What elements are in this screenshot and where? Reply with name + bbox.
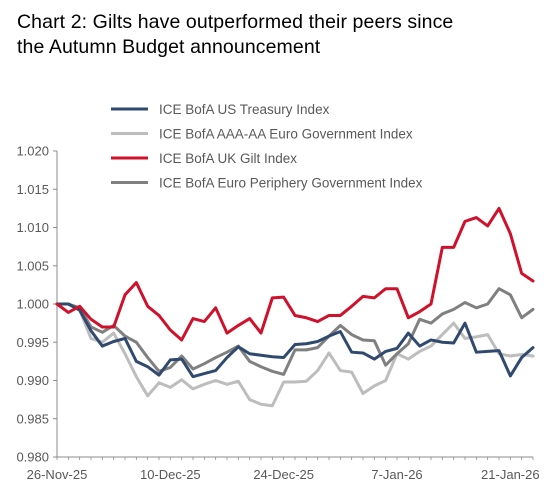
legend-label: ICE BofA Euro Periphery Government Index <box>159 176 423 191</box>
y-tick-label: 1.005 <box>16 258 49 273</box>
chart-series <box>55 206 535 408</box>
y-tick-label: 0.995 <box>16 335 49 350</box>
x-tick-label: 26-Nov-25 <box>27 467 88 482</box>
legend-label: ICE BofA UK Gilt Index <box>159 151 297 166</box>
chart-axes: 0.980 0.985 0.990 0.995 1.000 1.005 1.010 1.015… <box>16 144 539 483</box>
series-line <box>55 302 535 379</box>
chart-title-line-1: Chart 2: Gilts have outperformed their p… <box>17 11 454 33</box>
x-tick-label: 21-Jan-26 <box>481 467 540 482</box>
chart-legend: ICE BofA US Treasury Index ICE BofA AAA-A… <box>111 102 423 191</box>
x-tick-label: 24-Dec-25 <box>253 467 314 482</box>
series-line <box>55 206 535 342</box>
y-tick-label: 0.990 <box>16 373 49 388</box>
series-line <box>55 302 535 408</box>
series-line <box>55 287 535 376</box>
y-tick-label: 1.010 <box>16 220 49 235</box>
legend-label: ICE BofA AAA-AA Euro Government Index <box>159 127 413 142</box>
y-tick-label: 1.015 <box>16 182 49 197</box>
chart-title: Chart 2: Gilts have outperformed their p… <box>17 10 553 60</box>
legend-label: ICE BofA US Treasury Index <box>159 102 330 117</box>
y-tick-label: 0.985 <box>16 411 49 426</box>
y-tick-label: 0.980 <box>16 450 49 465</box>
y-tick-label: 1.020 <box>16 144 49 159</box>
chart-title-line-2: the Autumn Budget announcement <box>17 36 321 58</box>
x-tick-label: 10-Dec-25 <box>140 467 201 482</box>
x-tick-label: 7-Jan-26 <box>371 467 422 482</box>
y-tick-label: 1.000 <box>16 297 49 312</box>
